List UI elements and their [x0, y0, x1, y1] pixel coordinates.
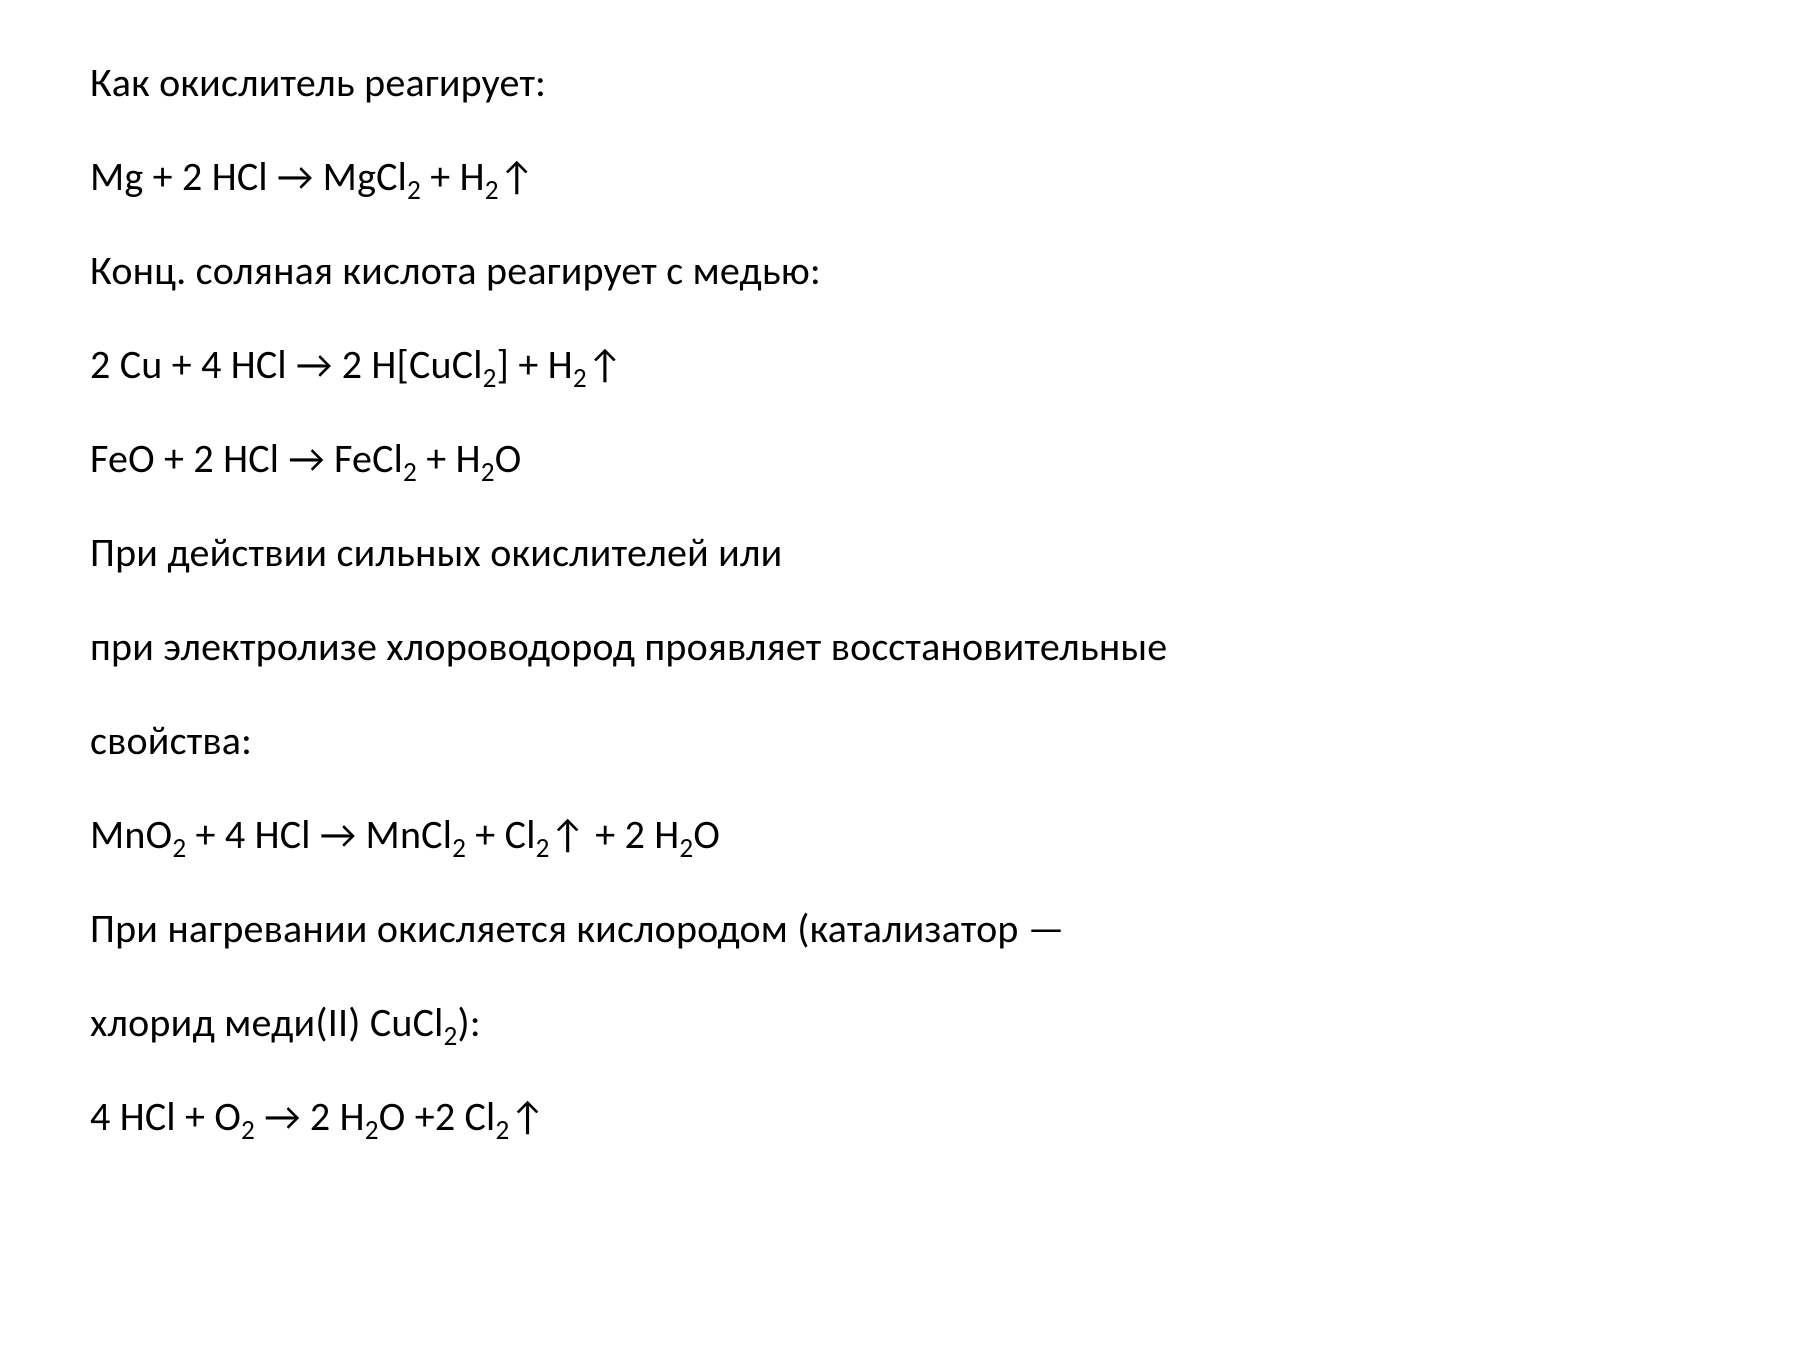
text-line: При нагревании окисляется кислородом (ка…: [90, 906, 1730, 952]
equation-line: FeO + 2 HCl → FeCl2 + H2O: [90, 436, 1730, 482]
text-line: Конц. соляная кислота реагирует с медью:: [90, 248, 1730, 294]
equation-line: Mg + 2 HCl → MgCl2 + H2↑: [90, 154, 1730, 200]
text-line: свойства:: [90, 718, 1730, 764]
equation-line: 2 Cu + 4 HCl → 2 H[CuCl2] + H2↑: [90, 342, 1730, 388]
equation-line: 4 HCl + O2 → 2 H2O +2 Cl2↑: [90, 1094, 1730, 1140]
text-line: Как окислитель реагирует:: [90, 60, 1730, 106]
slide-content: Как окислитель реагирует: Mg + 2 HCl → M…: [0, 0, 1800, 1200]
text-line: При действии сильных окислителей или: [90, 530, 1730, 576]
text-line: при электролизе хлороводород проявляет в…: [90, 624, 1730, 670]
equation-line: MnO2 + 4 HCl → MnCl2 + Cl2↑ + 2 H2O: [90, 812, 1730, 858]
text-line: хлорид меди(II) CuCl2):: [90, 1000, 1730, 1046]
